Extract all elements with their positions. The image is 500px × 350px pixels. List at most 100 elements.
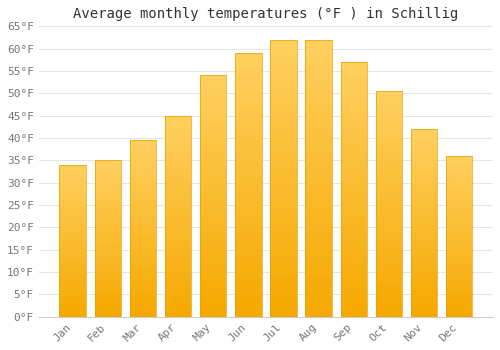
Bar bbox=[165, 234, 191, 236]
Bar bbox=[340, 174, 367, 177]
Bar bbox=[306, 195, 332, 198]
Bar bbox=[130, 205, 156, 207]
Bar bbox=[376, 91, 402, 93]
Bar bbox=[165, 140, 191, 142]
Bar bbox=[94, 215, 121, 217]
Bar bbox=[376, 296, 402, 299]
Bar bbox=[60, 224, 86, 226]
Bar bbox=[235, 270, 262, 272]
Bar bbox=[306, 201, 332, 203]
Bar bbox=[200, 112, 226, 114]
Bar bbox=[376, 93, 402, 96]
Bar bbox=[200, 143, 226, 146]
Bar bbox=[340, 235, 367, 238]
Bar bbox=[376, 147, 402, 150]
Bar bbox=[446, 180, 472, 182]
Bar bbox=[376, 292, 402, 294]
Bar bbox=[411, 136, 438, 139]
Bar bbox=[411, 165, 438, 167]
Bar bbox=[270, 264, 296, 267]
Bar bbox=[200, 88, 226, 90]
Bar bbox=[94, 254, 121, 256]
Bar bbox=[411, 296, 438, 298]
Bar bbox=[376, 262, 402, 265]
Bar bbox=[235, 100, 262, 103]
Bar bbox=[270, 112, 296, 114]
Bar bbox=[340, 202, 367, 205]
Bar bbox=[130, 190, 156, 191]
Bar bbox=[60, 254, 86, 256]
Bar bbox=[306, 187, 332, 189]
Bar bbox=[446, 209, 472, 211]
Bar bbox=[200, 179, 226, 182]
Bar bbox=[411, 292, 438, 294]
Bar bbox=[306, 40, 332, 317]
Bar bbox=[94, 234, 121, 236]
Bar bbox=[94, 201, 121, 203]
Bar bbox=[270, 164, 296, 167]
Bar bbox=[165, 212, 191, 214]
Bar bbox=[340, 225, 367, 228]
Bar bbox=[270, 272, 296, 275]
Bar bbox=[235, 161, 262, 164]
Bar bbox=[270, 211, 296, 214]
Bar bbox=[340, 245, 367, 248]
Bar bbox=[376, 152, 402, 154]
Bar bbox=[60, 226, 86, 227]
Bar bbox=[94, 265, 121, 267]
Bar bbox=[94, 210, 121, 212]
Bar bbox=[130, 195, 156, 197]
Bar bbox=[306, 56, 332, 59]
Bar bbox=[200, 172, 226, 174]
Bar bbox=[94, 186, 121, 187]
Bar bbox=[130, 222, 156, 223]
Bar bbox=[165, 148, 191, 150]
Bar bbox=[340, 220, 367, 223]
Bar bbox=[130, 278, 156, 280]
Bar bbox=[235, 243, 262, 246]
Bar bbox=[94, 163, 121, 165]
Bar bbox=[94, 289, 121, 290]
Bar bbox=[235, 119, 262, 122]
Bar bbox=[270, 70, 296, 73]
Bar bbox=[376, 109, 402, 111]
Bar bbox=[235, 267, 262, 270]
Bar bbox=[411, 236, 438, 238]
Bar bbox=[446, 312, 472, 314]
Bar bbox=[446, 298, 472, 299]
Bar bbox=[94, 187, 121, 189]
Bar bbox=[340, 98, 367, 100]
Bar bbox=[60, 219, 86, 221]
Bar bbox=[60, 195, 86, 197]
Bar bbox=[411, 262, 438, 264]
Bar bbox=[94, 270, 121, 272]
Bar bbox=[130, 313, 156, 315]
Bar bbox=[411, 152, 438, 154]
Bar bbox=[376, 199, 402, 202]
Bar bbox=[411, 221, 438, 223]
Bar bbox=[446, 158, 472, 159]
Bar bbox=[235, 227, 262, 230]
Bar bbox=[235, 285, 262, 288]
Bar bbox=[340, 100, 367, 103]
Bar bbox=[200, 208, 226, 211]
Bar bbox=[130, 294, 156, 296]
Bar bbox=[306, 78, 332, 81]
Bar bbox=[376, 272, 402, 274]
Bar bbox=[270, 145, 296, 148]
Bar bbox=[306, 101, 332, 103]
Bar bbox=[340, 276, 367, 279]
Bar bbox=[446, 217, 472, 219]
Bar bbox=[200, 146, 226, 148]
Bar bbox=[446, 191, 472, 193]
Bar bbox=[270, 156, 296, 159]
Bar bbox=[200, 257, 226, 259]
Bar bbox=[200, 90, 226, 92]
Bar bbox=[130, 236, 156, 237]
Bar bbox=[94, 245, 121, 246]
Bar bbox=[200, 242, 226, 244]
Bar bbox=[446, 285, 472, 286]
Bar bbox=[270, 206, 296, 209]
Bar bbox=[60, 302, 86, 303]
Bar bbox=[446, 307, 472, 309]
